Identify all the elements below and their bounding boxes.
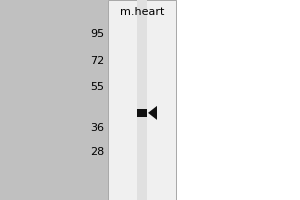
Bar bbox=[137, 109, 147, 117]
Bar bbox=[137, 0, 147, 200]
Bar bbox=[0, 0, 108, 200]
Text: 36: 36 bbox=[90, 123, 104, 133]
Text: 95: 95 bbox=[90, 29, 104, 39]
Text: m.heart: m.heart bbox=[120, 7, 164, 17]
Text: 55: 55 bbox=[90, 82, 104, 92]
Bar bbox=[108, 0, 176, 200]
Text: 28: 28 bbox=[90, 147, 104, 157]
Text: 72: 72 bbox=[90, 56, 104, 66]
Polygon shape bbox=[148, 106, 157, 120]
